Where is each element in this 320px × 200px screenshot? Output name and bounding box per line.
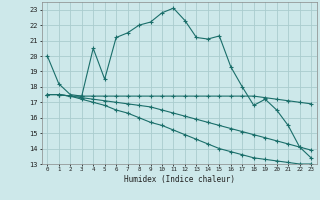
X-axis label: Humidex (Indice chaleur): Humidex (Indice chaleur) bbox=[124, 175, 235, 184]
